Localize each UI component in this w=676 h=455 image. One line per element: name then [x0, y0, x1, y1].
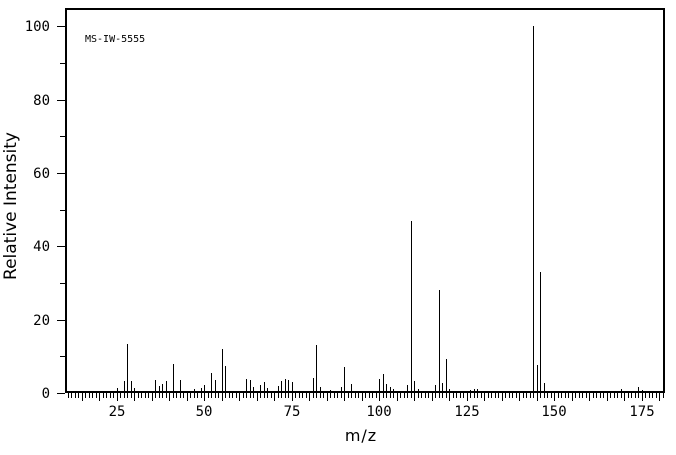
x-axis-title: m/z	[345, 426, 377, 445]
y-tick-label: 0	[42, 386, 50, 402]
plot-border	[65, 8, 665, 393]
x-tick-label: 125	[454, 404, 479, 420]
x-tick-label: 175	[629, 404, 654, 420]
x-tick-label: 100	[366, 404, 391, 420]
y-tick-label: 100	[25, 19, 50, 35]
plot-area: 25 50 75 100 125 150 175 0 20 40 60 80 100	[25, 8, 665, 420]
y-tick-label: 60	[33, 166, 50, 182]
y-tick-label: 20	[33, 313, 50, 329]
x-tick-label: 25	[109, 404, 126, 420]
y-axis-title: Relative Intensity	[1, 132, 21, 280]
x-tick-label: 75	[284, 404, 301, 420]
x-tick-label: 50	[196, 404, 213, 420]
x-tick-label: 150	[541, 404, 566, 420]
y-tick-label: 80	[33, 93, 50, 109]
y-tick-label: 40	[33, 239, 50, 255]
spectrum-id-label: MS-IW-5555	[85, 34, 145, 45]
